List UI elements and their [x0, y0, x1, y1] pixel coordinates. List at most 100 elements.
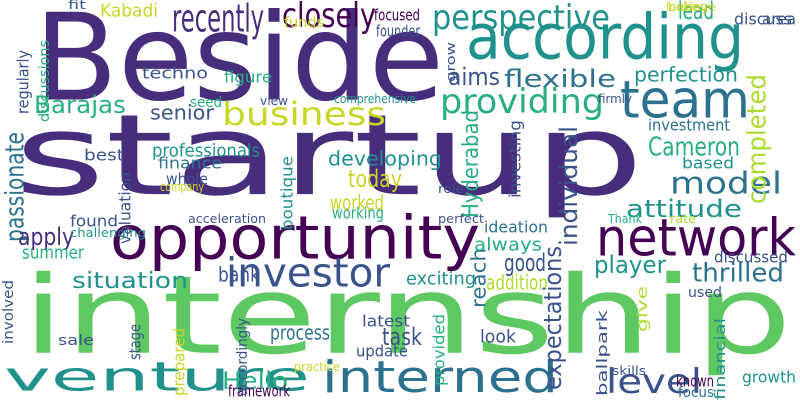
word-funds: funds [284, 13, 324, 31]
word-task: task [382, 323, 423, 352]
word-apply: apply [18, 223, 75, 252]
word-worked: worked [330, 191, 385, 216]
word-discuss: discuss [734, 10, 793, 29]
word-fit: fit [68, 0, 86, 13]
word-recently: recently [172, 0, 264, 41]
word-comprehensive: comprehensive [334, 91, 416, 107]
word-attitude: attitude [626, 195, 742, 224]
word-always: always [474, 233, 543, 256]
word-challenging: challenging [70, 225, 146, 241]
word-financial: financial [711, 317, 729, 400]
word-discussed: discussed [714, 248, 788, 267]
word-kabadi: Kabadi [100, 0, 158, 22]
word-according: according [466, 2, 745, 75]
word-seed: seed [190, 93, 222, 111]
word-look: look [480, 325, 516, 348]
word-cameron: Cameron [648, 131, 741, 163]
word-internship: internship [22, 253, 793, 379]
word-believe: believe [668, 0, 716, 15]
word-providing: providing [440, 82, 605, 122]
word-discussions: discussions [35, 40, 53, 122]
word-investment: investment [648, 116, 731, 135]
word-expectations: expectations [539, 245, 568, 390]
word-good: good [504, 249, 546, 278]
word-business: business [222, 94, 386, 133]
word-investing: investing [506, 119, 525, 198]
word-addition: addition [486, 271, 548, 296]
word-firmly: firmly [598, 91, 633, 107]
word-latest: latest [362, 312, 410, 331]
word-based: based [682, 154, 734, 173]
word-role: role [438, 181, 465, 197]
word-summer: summer [22, 241, 85, 264]
word-network: network [596, 207, 796, 269]
word-company: company [160, 179, 204, 195]
word-perspective: perspective [432, 0, 610, 38]
word-aims: aims [448, 63, 501, 92]
word-techno: techno [142, 64, 209, 83]
word-player: player [594, 251, 666, 280]
word-prepared: prepared [170, 328, 189, 396]
word-stage: stage [126, 323, 145, 360]
word-team: team [620, 69, 751, 131]
word-investor: investor [226, 250, 391, 297]
word-hello: Hello [222, 367, 289, 396]
word-focused: focused [374, 6, 421, 25]
word-developing: developing [328, 147, 442, 172]
word-looking: looking [666, 0, 708, 15]
word-update: update [356, 342, 409, 361]
word-hyderabad: Hyderabad [457, 109, 484, 218]
word-beside: Beside [34, 0, 445, 129]
word-framework: framework [228, 382, 291, 400]
word-best: best [84, 146, 124, 165]
word-professionals: professionals [152, 139, 261, 162]
word-area: area [762, 10, 796, 29]
word-venture: venture [4, 354, 311, 400]
word-boutique: boutique [278, 155, 297, 230]
word-focus: focus [678, 383, 715, 400]
word-startup: startup [14, 89, 644, 221]
word-thank: Thank [608, 211, 643, 227]
word-ballpark: ballpark [593, 310, 611, 396]
word-whole: whole [166, 170, 208, 189]
word-perfect: perfect [438, 211, 485, 227]
word-model: model [670, 166, 783, 202]
word-senior: senior [150, 101, 214, 126]
word-sale: sale [58, 331, 95, 349]
word-bank: bank [218, 263, 261, 288]
word-regularly: regularly [14, 50, 33, 114]
word-founder: founder [376, 22, 421, 41]
word-flexible: flexible [504, 65, 617, 94]
word-growth: growth [742, 368, 796, 387]
word-known: known [676, 372, 714, 391]
word-perfection: perfection [634, 63, 739, 88]
word-today: today [348, 165, 402, 194]
word-lead: lead [678, 0, 715, 26]
word-level: level [606, 362, 702, 400]
word-give: give [633, 286, 651, 332]
word-provided: provided [430, 314, 449, 386]
word-completed: completed [741, 74, 773, 204]
word-ideation: ideation [484, 218, 548, 237]
word-grow: grow [443, 42, 459, 82]
word-interned: interned [322, 352, 558, 400]
word-found: found [70, 212, 119, 231]
word-skills: skills [612, 363, 646, 379]
word-view: view [260, 93, 289, 109]
word-exciting: exciting [406, 267, 477, 290]
word-closely: closely [282, 0, 376, 36]
word-involved: involved [0, 279, 17, 344]
word-acceleration: acceleration [188, 211, 266, 227]
word-situation: situation [72, 267, 189, 294]
word-valuation: valuation [116, 172, 135, 244]
word-practice: practice [294, 359, 341, 375]
word-figure: figure [224, 68, 273, 87]
word-finance: finance [158, 154, 223, 173]
word-individual: individual [555, 126, 584, 246]
word-barajas: Barajas [34, 91, 127, 120]
word-thrilled: thrilled [692, 257, 785, 289]
word-rate: rate [670, 211, 696, 227]
word-accordingly: accordingly [233, 317, 251, 396]
word-opportunity: opportunity [110, 202, 480, 273]
word-working: working [332, 204, 384, 223]
